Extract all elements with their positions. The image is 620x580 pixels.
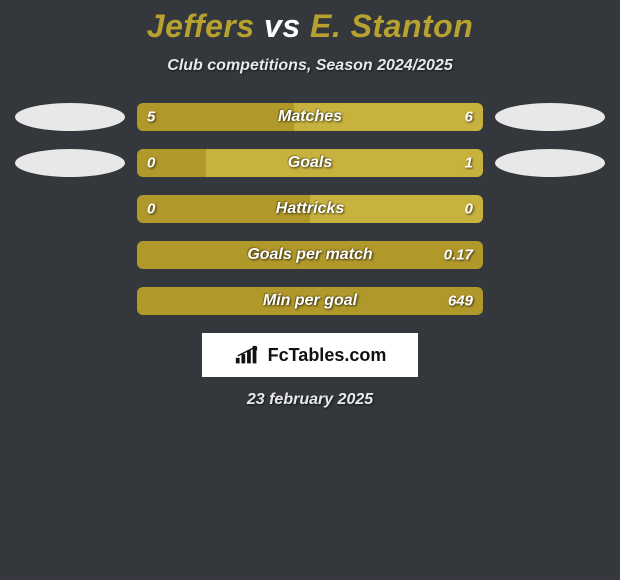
comparison-title: Jeffers vs E. Stanton bbox=[0, 8, 620, 45]
stat-bar: Goals 0 1 bbox=[137, 149, 483, 177]
stat-label: Matches bbox=[278, 108, 342, 126]
stat-row: Goals 0 1 bbox=[0, 149, 620, 177]
left-ellipse bbox=[15, 103, 125, 131]
stat-left-value: 0 bbox=[147, 201, 155, 218]
bars-arrow-icon bbox=[234, 344, 262, 366]
vs-text: vs bbox=[264, 8, 301, 44]
right-ellipse bbox=[495, 103, 605, 131]
stat-row: Hattricks 0 0 bbox=[0, 195, 620, 223]
left-ellipse bbox=[15, 149, 125, 177]
stat-right-value: 1 bbox=[465, 155, 473, 172]
stat-left-value: 5 bbox=[147, 109, 155, 126]
stat-right-value: 0 bbox=[465, 201, 473, 218]
stat-row: Min per goal 649 bbox=[0, 287, 620, 315]
stat-label: Goals per match bbox=[247, 246, 372, 264]
stat-label: Goals bbox=[288, 154, 332, 172]
stat-left-value: 0 bbox=[147, 155, 155, 172]
stat-right-value: 649 bbox=[448, 293, 473, 310]
stat-rows: Matches 5 6 Goals 0 1 Hattricks 0 0 Goals per mat… bbox=[0, 103, 620, 315]
stat-bar: Hattricks 0 0 bbox=[137, 195, 483, 223]
stat-right-value: 0.17 bbox=[444, 247, 473, 264]
stat-bar: Matches 5 6 bbox=[137, 103, 483, 131]
player1-name: Jeffers bbox=[147, 8, 255, 44]
brand-badge: FcTables.com bbox=[202, 333, 418, 377]
stat-right-value: 6 bbox=[465, 109, 473, 126]
stat-label: Min per goal bbox=[263, 292, 357, 310]
stat-bar: Goals per match 0.17 bbox=[137, 241, 483, 269]
stat-label: Hattricks bbox=[276, 200, 344, 218]
stat-row: Goals per match 0.17 bbox=[0, 241, 620, 269]
brand-text: FcTables.com bbox=[268, 345, 387, 366]
subtitle: Club competitions, Season 2024/2025 bbox=[0, 57, 620, 75]
bar-left-segment bbox=[137, 103, 294, 131]
stat-bar: Min per goal 649 bbox=[137, 287, 483, 315]
date-text: 23 february 2025 bbox=[0, 391, 620, 409]
right-ellipse bbox=[495, 149, 605, 177]
bar-right-segment bbox=[206, 149, 483, 177]
stat-row: Matches 5 6 bbox=[0, 103, 620, 131]
player2-name: E. Stanton bbox=[310, 8, 473, 44]
